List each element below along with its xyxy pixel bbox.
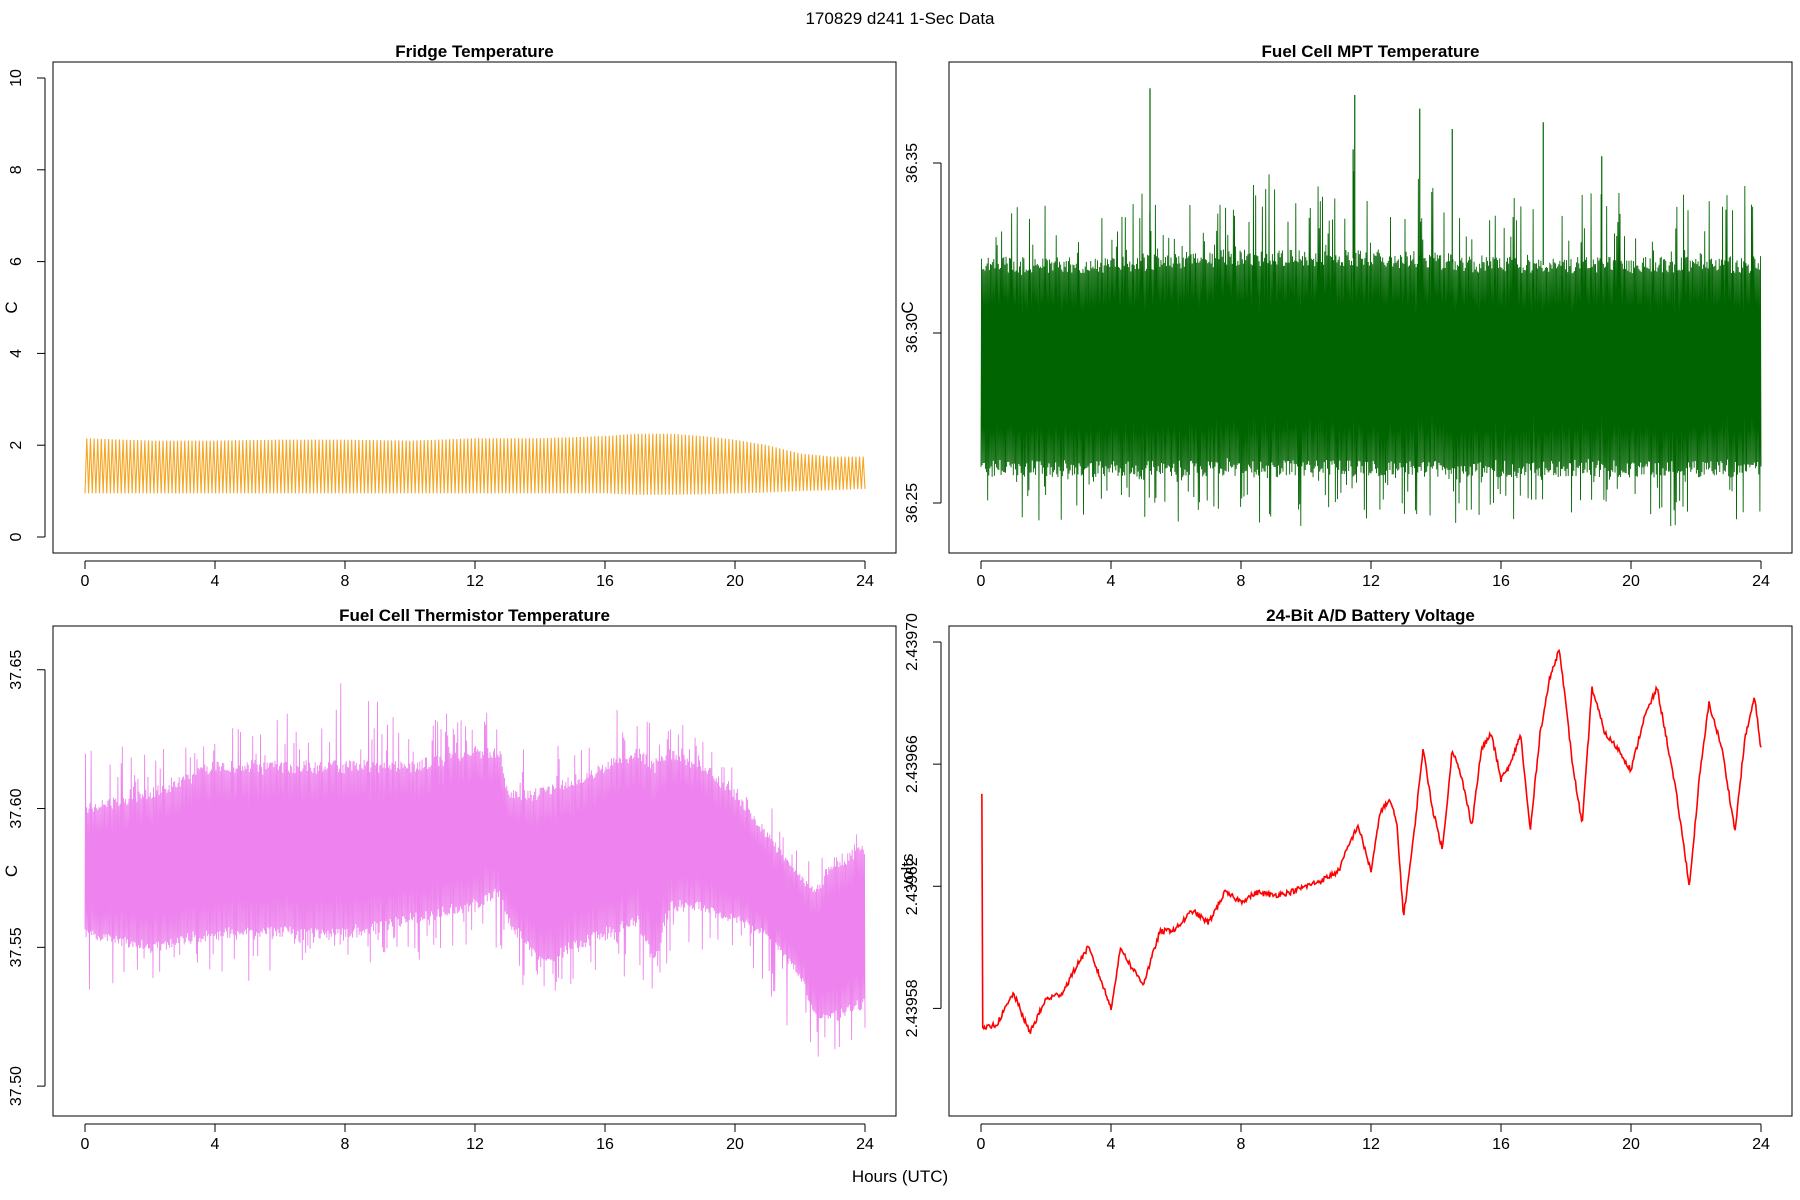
x-tick-label: 0: [81, 1136, 90, 1153]
series-line: [981, 648, 1762, 1034]
panel-title: 24-Bit A/D Battery Voltage: [1266, 606, 1475, 625]
panel-title: Fridge Temperature: [395, 42, 553, 61]
y-tick-label: 2.43966: [904, 735, 921, 793]
y-axis-title: volts: [898, 854, 917, 889]
y-tick-label: 36.35: [904, 143, 921, 183]
x-tick-label: 20: [726, 1136, 744, 1153]
x-tick-label: 20: [726, 573, 744, 590]
y-axis-title: C: [898, 301, 917, 313]
y-tick-label: 4: [8, 349, 25, 358]
y-tick-label: 36.25: [904, 483, 921, 523]
x-tick-label: 16: [596, 573, 614, 590]
y-axis: 36.25 36.30 36.35: [904, 143, 942, 523]
y-tick-label: 36.30: [904, 313, 921, 353]
y-tick-label: 10: [8, 69, 25, 87]
x-tick-label: 24: [856, 1136, 874, 1153]
y-tick-label: 2.43962: [904, 857, 921, 915]
x-axis: 0 4 8 12 16 20 24: [81, 1123, 874, 1153]
x-tick-label: 4: [1107, 1136, 1116, 1153]
x-tick-label: 8: [341, 1136, 350, 1153]
series-mpt-temperature: [980, 88, 1762, 526]
figure-title: 170829 d241 1-Sec Data: [805, 9, 995, 28]
panel-title: Fuel Cell MPT Temperature: [1262, 42, 1480, 61]
x-tick-label: 4: [211, 573, 220, 590]
y-tick-label: 37.55: [8, 927, 25, 967]
series-line: [84, 683, 866, 1057]
x-tick-label: 24: [856, 573, 874, 590]
y-axis: 0 2 4 6 8 10: [8, 69, 46, 541]
series-fridge-temperature: [84, 433, 866, 495]
y-axis-title: C: [2, 865, 21, 877]
x-axis: 0 4 8 12 16 20 24: [977, 1123, 1770, 1153]
y-tick-label: 0: [8, 532, 25, 541]
x-tick-label: 20: [1622, 1136, 1640, 1153]
x-tick-label: 20: [1622, 573, 1640, 590]
y-tick-label: 2: [8, 441, 25, 450]
y-tick-label: 6: [8, 257, 25, 266]
x-tick-label: 8: [1237, 573, 1246, 590]
x-tick-label: 16: [596, 1136, 614, 1153]
x-tick-label: 16: [1492, 573, 1510, 590]
x-tick-label: 12: [466, 1136, 484, 1153]
y-tick-label: 8: [8, 165, 25, 174]
y-tick-label: 2.43958: [904, 979, 921, 1037]
y-axis: 37.50 37.55 37.60 37.65: [8, 650, 46, 1106]
x-tick-label: 8: [1237, 1136, 1246, 1153]
x-tick-label: 12: [1362, 1136, 1380, 1153]
x-axis: 0 4 8 12 16 20 24: [81, 560, 874, 590]
y-tick-label: 37.60: [8, 788, 25, 828]
x-tick-label: 12: [1362, 573, 1380, 590]
x-tick-label: 16: [1492, 1136, 1510, 1153]
x-tick-label: 0: [977, 1136, 986, 1153]
panel-thermistor-temperature: Fuel Cell Thermistor Temperature 0 4 8 12 16 2…: [2, 606, 897, 1153]
series-line: [84, 433, 866, 495]
panel-battery-voltage: 24-Bit A/D Battery Voltage 0 4 8 12 16 20 24 2.4…: [898, 606, 1793, 1153]
y-axis: 2.43958 2.43962 2.43966 2.43970: [904, 613, 942, 1037]
x-tick-label: 4: [1107, 573, 1116, 590]
series-thermistor-temperature: [84, 683, 866, 1057]
x-axis: 0 4 8 12 16 20 24: [977, 560, 1770, 590]
series-line: [980, 171, 1762, 526]
x-tick-label: 24: [1752, 573, 1770, 590]
x-tick-label: 4: [211, 1136, 220, 1153]
x-axis-title: Hours (UTC): [852, 1167, 948, 1186]
plot-frame: [948, 61, 1793, 554]
x-tick-label: 8: [341, 573, 350, 590]
plot-frame: [948, 625, 1793, 1117]
plot-frame: [52, 625, 897, 1117]
y-tick-label: 2.43970: [904, 613, 921, 671]
series-battery-voltage: [981, 648, 1762, 1034]
x-tick-label: 12: [466, 573, 484, 590]
x-tick-label: 0: [81, 573, 90, 590]
panel-title: Fuel Cell Thermistor Temperature: [339, 606, 610, 625]
y-tick-label: 37.65: [8, 650, 25, 690]
plot-frame: [52, 61, 897, 554]
y-tick-label: 37.50: [8, 1066, 25, 1106]
panel-mpt-temperature: Fuel Cell MPT Temperature 0 4 8 12 16 20 24 36.2…: [898, 42, 1793, 590]
x-tick-label: 24: [1752, 1136, 1770, 1153]
x-tick-label: 0: [977, 573, 986, 590]
y-axis-title: C: [2, 301, 21, 313]
